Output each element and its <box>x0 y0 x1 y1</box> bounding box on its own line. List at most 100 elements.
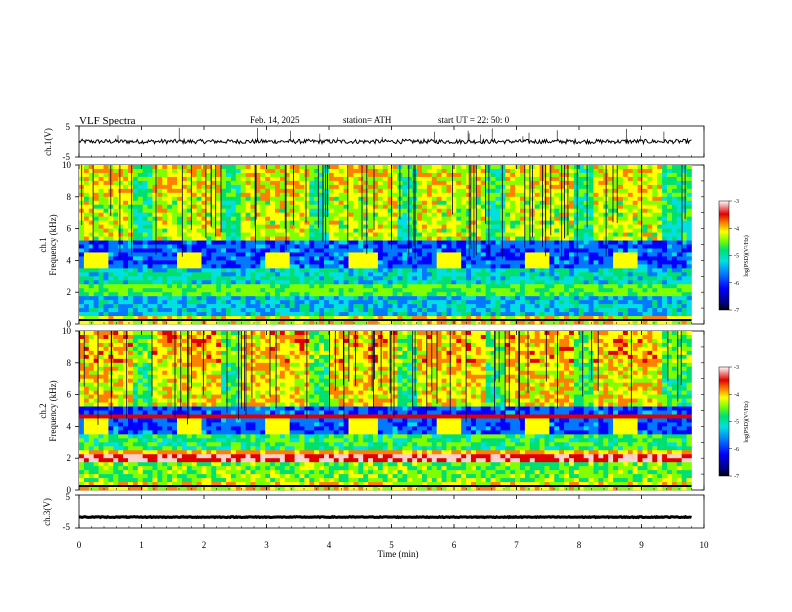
spectrogram-cell <box>177 296 183 301</box>
spectrogram-cell <box>226 204 232 210</box>
spectrogram-cell <box>667 176 673 182</box>
spectrogram-cell <box>608 300 614 305</box>
spectrogram-cell <box>358 292 364 297</box>
spectrogram-cell <box>118 208 124 213</box>
spectrogram-cell <box>304 260 310 265</box>
spectrogram-cell <box>216 308 222 313</box>
spectrogram-cell <box>319 308 325 313</box>
spectrogram-cell <box>387 284 393 289</box>
spectrogram-cell <box>637 168 643 174</box>
spectrogram-cell <box>142 260 148 265</box>
spectrogram-cell <box>79 288 85 293</box>
spectrogram-cell <box>573 252 580 257</box>
spectrogram-cell <box>456 172 462 178</box>
spectrogram-cell <box>250 280 256 285</box>
spectrogram-cell <box>466 268 472 273</box>
spectrogram-cell <box>436 256 442 261</box>
spectrogram-cell <box>299 232 305 237</box>
spectrogram-cell <box>422 276 428 281</box>
spectrogram-cell <box>573 184 580 190</box>
spectrogram-cell <box>98 316 104 321</box>
spectrogram-cell <box>515 260 521 265</box>
spectrogram-cell <box>569 188 575 194</box>
spectrogram-cell <box>113 264 119 269</box>
spectrogram-cell <box>88 220 94 225</box>
spectrogram-cell <box>510 212 516 217</box>
spectrogram-cell <box>490 216 496 221</box>
spectrogram-cell <box>289 208 295 213</box>
spectrogram-cell <box>382 176 388 182</box>
spectrogram-cell <box>461 304 467 309</box>
spectrogram-cell <box>676 256 682 261</box>
spectrogram-cell <box>196 232 202 237</box>
spectrogram-cell <box>83 276 90 281</box>
spectrogram-cell <box>485 260 491 265</box>
spectrogram-cell <box>495 176 501 182</box>
spectrogram-cell <box>157 320 163 325</box>
spectrogram-cell <box>142 248 148 253</box>
spectrogram-cell <box>309 300 315 305</box>
spectrogram-cell <box>676 260 682 265</box>
spectrogram-cell <box>255 204 261 210</box>
spectrogram-cell <box>422 192 428 198</box>
spectrogram-cell <box>250 216 256 221</box>
spectrogram-cell <box>475 236 482 241</box>
spectrogram-cell <box>113 292 119 297</box>
spectrogram-cell <box>353 276 359 281</box>
spectrogram-cell <box>88 284 94 289</box>
spectrogram-cell <box>230 204 237 210</box>
spectrogram-cell <box>671 276 678 281</box>
spectrogram-cell <box>608 280 614 285</box>
spectrogram-cell <box>132 232 139 237</box>
spectrogram-cell <box>569 252 575 257</box>
spectrogram-cell <box>245 284 251 289</box>
spectrogram-cell <box>108 248 114 253</box>
spectrogram-cell <box>255 320 261 325</box>
spectrogram-cell <box>240 232 246 237</box>
spectrogram-cell <box>392 308 398 313</box>
spectrogram-cell <box>412 300 418 305</box>
spectrogram-cell <box>544 236 550 241</box>
spectrogram-cell <box>583 236 589 241</box>
spectrogram-cell <box>79 296 85 301</box>
spectrogram-cell <box>382 260 388 265</box>
spectrogram-cell <box>103 200 109 206</box>
waveform-line <box>78 137 692 146</box>
spectrogram-cell <box>358 296 364 301</box>
spectrogram-cell <box>343 288 349 293</box>
spectrogram-cell <box>137 172 143 178</box>
spectrogram-cell <box>539 308 545 313</box>
spectrogram-cell <box>245 264 251 269</box>
spectrogram-cell <box>162 248 168 253</box>
spectrogram-cell <box>539 312 545 317</box>
spectrogram-cell <box>186 220 192 225</box>
spectrogram-cell <box>333 188 339 194</box>
spectrogram-cell <box>177 196 183 202</box>
spectrogram-cell <box>382 208 388 213</box>
spectrogram-cell <box>255 244 261 249</box>
spectrogram-cell <box>260 296 266 301</box>
spectrogram-cell <box>578 228 584 233</box>
spectrogram-cell <box>279 240 286 245</box>
spectrogram-cell <box>632 232 638 237</box>
spectrogram-cell <box>162 240 168 245</box>
spectrogram-cell <box>515 180 521 186</box>
spectrogram-cell <box>88 272 94 277</box>
spectrogram-cell <box>108 312 114 317</box>
spectrogram-cell <box>324 296 330 301</box>
spectrogram-cell <box>113 260 119 265</box>
spectrogram-cell <box>113 284 119 289</box>
spectrogram-cell <box>426 260 433 265</box>
spectrogram-cell <box>642 300 648 305</box>
spectrogram-cell <box>505 184 511 190</box>
spectrogram-cell <box>510 224 516 229</box>
spectrogram-cell <box>83 188 90 194</box>
spectrogram-cell <box>319 220 325 225</box>
spectrogram-cell <box>466 320 472 325</box>
spectrogram-cell <box>417 312 423 317</box>
spectrogram-cell <box>284 256 290 261</box>
spectrogram-cell <box>622 288 629 293</box>
spectrogram-cell <box>177 220 183 225</box>
spectrogram-cell <box>573 232 580 237</box>
spectrogram-cell <box>289 168 295 174</box>
